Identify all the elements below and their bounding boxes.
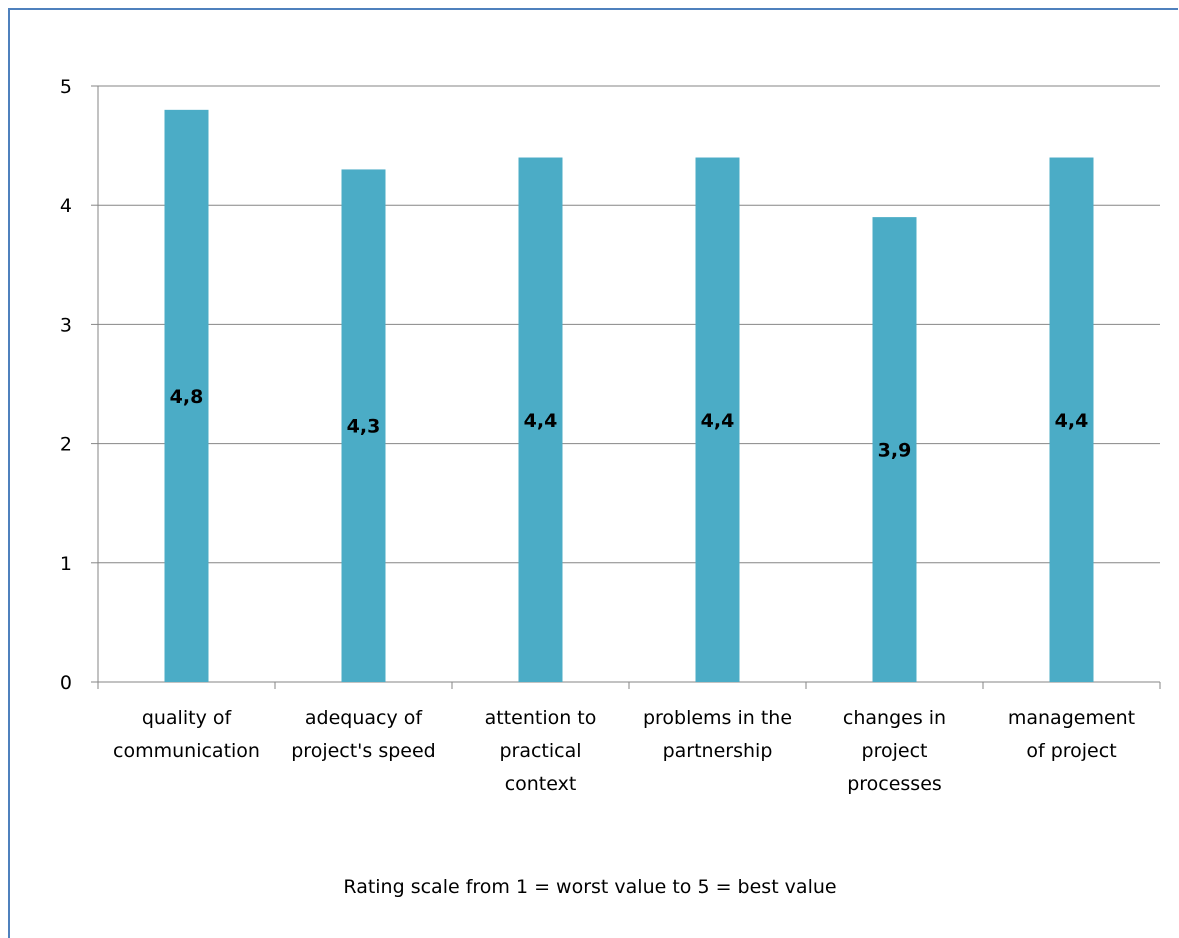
category-label: quality of communication [113,707,260,762]
grid-lines [98,85,1160,564]
data-label: 4,4 [524,410,558,432]
category-label-line: quality of [142,707,233,729]
bar [1049,157,1094,682]
bars [164,109,1094,683]
category-label-line: project [862,740,928,762]
y-tick-label: 2 [60,434,72,456]
y-tick-label: 1 [60,553,72,575]
y-tick-label: 3 [60,314,72,336]
y-tick-label: 0 [60,672,72,694]
bar [341,169,386,682]
data-label: 4,4 [1055,410,1089,432]
y-tick-label: 4 [60,195,72,217]
labels: 4,8 quality of communication 4,3 adequacy of… [113,386,1135,795]
category-label-line: management [1008,707,1135,729]
category-label: changes in project processes [843,707,946,795]
category-label: problems in the partnership [643,707,792,762]
category-label-line: processes [847,773,942,795]
category-label-line: problems in the [643,707,792,729]
category-label: management of project [1008,707,1135,762]
category-label-line: attention to [485,707,597,729]
category-label-line: communication [113,740,260,762]
category-label-line: practical [499,740,581,762]
rating-scale-note: Rating scale from 1 = worst value to 5 =… [343,876,836,898]
category-label-line: changes in [843,707,946,729]
axes: 0 1 2 3 4 5 [60,76,1161,694]
data-label: 4,8 [170,386,204,408]
y-tick-label: 5 [60,76,72,98]
category-label-line: context [505,773,577,795]
data-label: 3,9 [878,440,912,462]
category-label-line: adequacy of [305,707,423,729]
category-label-line: partnership [663,740,773,762]
bar [164,109,209,683]
bar [872,217,917,682]
data-label: 4,3 [347,416,381,438]
category-label-line: project's speed [291,740,436,762]
category-label: attention to practical context [485,707,597,795]
data-label: 4,4 [701,410,735,432]
bar [695,157,740,682]
bar [518,157,563,682]
category-label: adequacy of project's speed [291,707,436,762]
category-label-line: of project [1026,740,1116,762]
